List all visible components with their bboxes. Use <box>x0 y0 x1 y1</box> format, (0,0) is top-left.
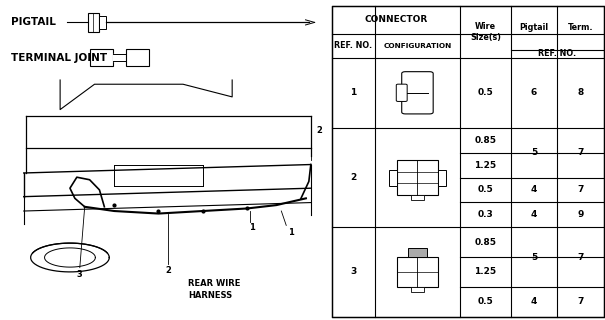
Text: TERMINAL JOINT: TERMINAL JOINT <box>11 52 107 63</box>
Text: 9: 9 <box>577 210 583 219</box>
Bar <box>408 248 427 257</box>
Text: 7: 7 <box>577 148 583 157</box>
Text: 0.85: 0.85 <box>474 238 497 247</box>
Text: 7: 7 <box>577 297 583 306</box>
Bar <box>438 170 446 186</box>
Bar <box>99 16 106 29</box>
Text: 5: 5 <box>531 148 537 157</box>
Text: 7: 7 <box>577 186 583 195</box>
Text: Pigtail: Pigtail <box>519 23 549 33</box>
Bar <box>411 195 424 200</box>
Text: 3: 3 <box>350 268 356 276</box>
Text: 4: 4 <box>531 210 537 219</box>
Bar <box>126 49 149 66</box>
FancyBboxPatch shape <box>402 72 433 114</box>
Text: 2: 2 <box>350 173 356 182</box>
Text: 1: 1 <box>350 88 356 97</box>
Text: 1: 1 <box>288 228 294 237</box>
Text: 8: 8 <box>577 88 583 97</box>
Text: Term.: Term. <box>567 23 593 33</box>
Text: 0.5: 0.5 <box>477 88 494 97</box>
FancyBboxPatch shape <box>396 84 407 101</box>
Bar <box>389 170 397 186</box>
Text: REF. NO.: REF. NO. <box>334 41 373 50</box>
Text: 1.25: 1.25 <box>474 161 497 170</box>
Text: 2: 2 <box>165 266 171 275</box>
Bar <box>332 6 604 317</box>
Text: 0.5: 0.5 <box>477 186 494 195</box>
Text: CONFIGURATION: CONFIGURATION <box>384 43 451 49</box>
Text: 4: 4 <box>531 186 537 195</box>
Bar <box>88 13 99 32</box>
Bar <box>397 160 438 195</box>
Text: 6: 6 <box>531 88 537 97</box>
Text: 0.5: 0.5 <box>477 297 494 306</box>
Text: 0.85: 0.85 <box>474 136 497 145</box>
Text: PIGTAIL: PIGTAIL <box>11 17 56 28</box>
Text: REF. NO.: REF. NO. <box>538 49 577 58</box>
Text: Wire
Size(s): Wire Size(s) <box>470 22 501 42</box>
Bar <box>397 257 438 287</box>
Text: CONNECTOR: CONNECTOR <box>364 15 427 25</box>
Bar <box>411 287 424 292</box>
Text: 3: 3 <box>77 270 83 279</box>
Text: REAR WIRE
HARNESS: REAR WIRE HARNESS <box>188 279 240 300</box>
Text: 1.25: 1.25 <box>474 268 497 276</box>
Text: 1: 1 <box>249 223 255 232</box>
Bar <box>90 49 113 66</box>
Text: 0.3: 0.3 <box>477 210 494 219</box>
Text: 5: 5 <box>531 252 537 261</box>
Text: 7: 7 <box>577 252 583 261</box>
Text: 4: 4 <box>531 297 537 306</box>
Text: 2: 2 <box>317 126 322 135</box>
